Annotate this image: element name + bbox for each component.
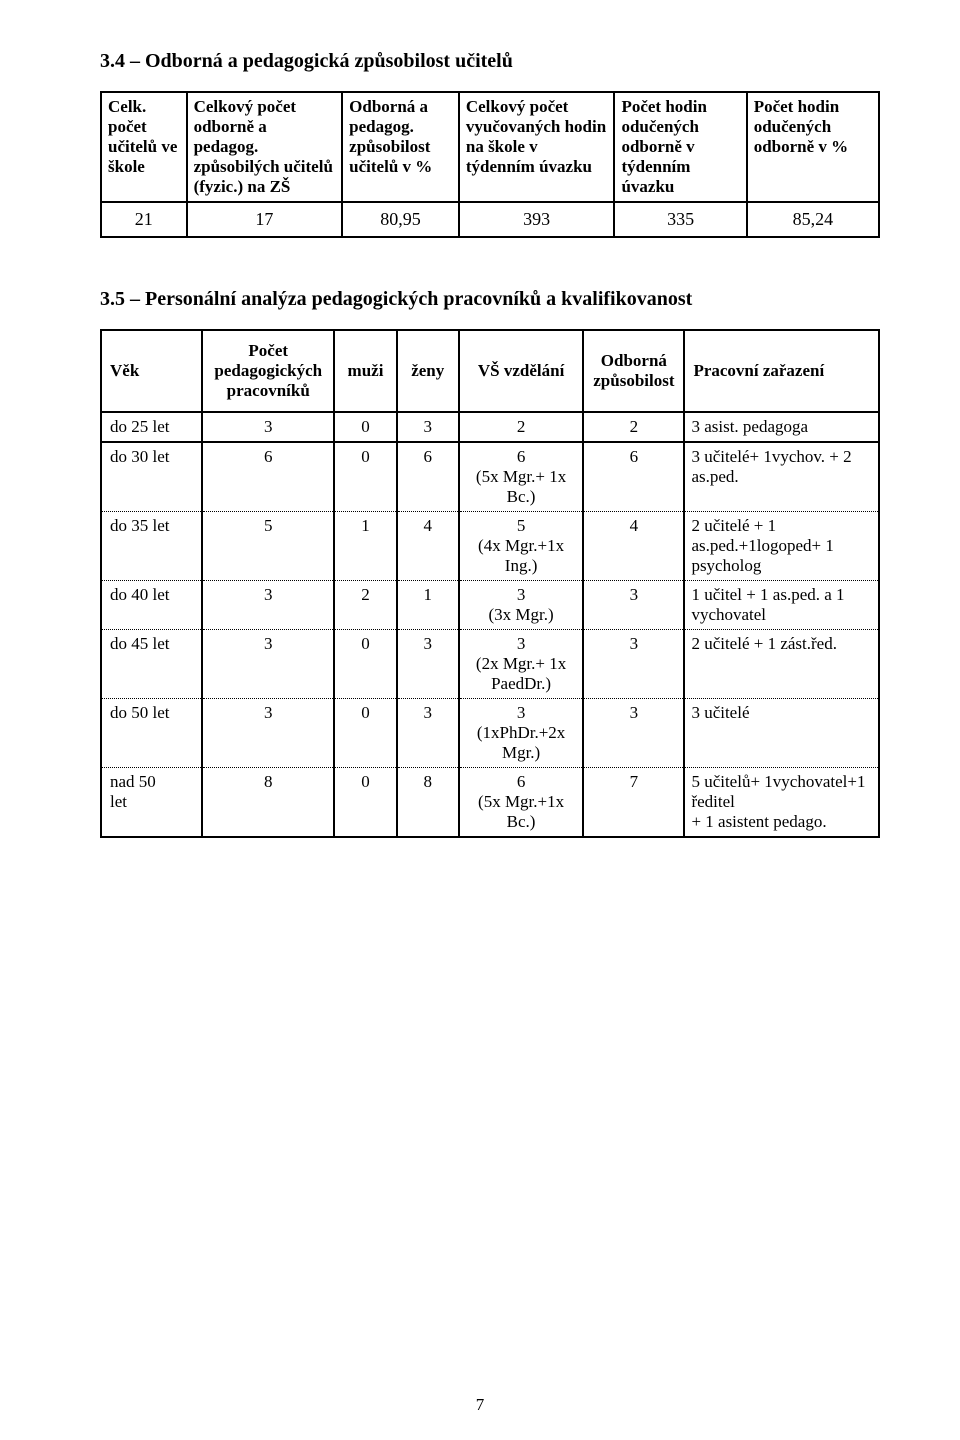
cell-qual: 3 [583,630,684,699]
personnel-row: do 40 let 3 2 1 3 (3x Mgr.) 3 1 učitel +… [101,581,879,630]
cell-edu: 6 (5x Mgr.+1x Bc.) [459,768,583,838]
col-edu: VŠ vzdělání [459,330,583,412]
col-qual: Odborná způsobilost [583,330,684,412]
personnel-row: do 50 let 3 0 3 3 (1xPhDr.+2x Mgr.) 3 3 … [101,699,879,768]
cell-men: 0 [334,412,396,442]
cell-men: 2 [334,581,396,630]
cell: 335 [614,202,746,237]
cell-qual: 4 [583,512,684,581]
cell-edu: 6 (5x Mgr.+ 1x Bc.) [459,442,583,512]
cell-qual: 6 [583,442,684,512]
cell-edu: 5 (4x Mgr.+1x Ing.) [459,512,583,581]
cell-work: 3 asist. pedagoga [684,412,879,442]
cell: 80,95 [342,202,459,237]
personnel-row: do 25 let 3 0 3 2 2 3 asist. pedagoga [101,412,879,442]
cell-count: 6 [202,442,334,512]
personnel-row: nad 50 let 8 0 8 6 (5x Mgr.+1x Bc.) 7 5 … [101,768,879,838]
cell-edu: 3 (3x Mgr.) [459,581,583,630]
cell-work: 2 učitelé + 1 as.ped.+1logoped+ 1 psycho… [684,512,879,581]
cell: 393 [459,202,615,237]
cell-edu: 3 (1xPhDr.+2x Mgr.) [459,699,583,768]
cell-men: 0 [334,442,396,512]
col-work: Pracovní zařazení [684,330,879,412]
col-header: Celkový počet odborně a pedagog. způsobi… [187,92,343,202]
personnel-table: Věk Počet pedagogických pracovníků muži … [100,329,880,838]
cell-work: 2 učitelé + 1 zást.řed. [684,630,879,699]
cell: 17 [187,202,343,237]
cell-qual: 2 [583,412,684,442]
col-men: muži [334,330,396,412]
col-header: Celkový počet vyučovaných hodin na škole… [459,92,615,202]
cell: 85,24 [747,202,879,237]
cell-count: 3 [202,581,334,630]
cell-count: 3 [202,699,334,768]
cell-qual: 7 [583,768,684,838]
cell-age: do 25 let [101,412,202,442]
cell-work: 3 učitelé [684,699,879,768]
col-women: ženy [397,330,459,412]
cell-men: 1 [334,512,396,581]
cell-age: do 30 let [101,442,202,512]
cell-women: 4 [397,512,459,581]
cell-edu: 2 [459,412,583,442]
cell-count: 8 [202,768,334,838]
cell-age: do 40 let [101,581,202,630]
cell-count: 3 [202,630,334,699]
section-3-5-title: 3.5 – Personální analýza pedagogických p… [100,288,880,311]
document-page: 3.4 – Odborná a pedagogická způsobilost … [0,0,960,1440]
cell-work: 5 učitelů+ 1vychovatel+1 ředitel + 1 asi… [684,768,879,838]
cell-work: 1 učitel + 1 as.ped. a 1 vychovatel [684,581,879,630]
cell: 21 [101,202,187,237]
cell-women: 8 [397,768,459,838]
cell-count: 3 [202,412,334,442]
cell-women: 6 [397,442,459,512]
col-header: Odborná a pedagog. způsobilost učitelů v… [342,92,459,202]
cell-women: 1 [397,581,459,630]
col-count: Počet pedagogických pracovníků [202,330,334,412]
personnel-row: do 30 let 6 0 6 6 (5x Mgr.+ 1x Bc.) 6 3 … [101,442,879,512]
personnel-row: do 45 let 3 0 3 3 (2x Mgr.+ 1x PaedDr.) … [101,630,879,699]
cell-count: 5 [202,512,334,581]
competence-table-header-row: Celk. počet učitelů ve škole Celkový poč… [101,92,879,202]
competence-table-data-row: 21 17 80,95 393 335 85,24 [101,202,879,237]
col-header: Celk. počet učitelů ve škole [101,92,187,202]
cell-women: 3 [397,412,459,442]
cell-men: 0 [334,699,396,768]
competence-table: Celk. počet učitelů ve škole Celkový poč… [100,91,880,238]
personnel-header-row: Věk Počet pedagogických pracovníků muži … [101,330,879,412]
cell-edu: 3 (2x Mgr.+ 1x PaedDr.) [459,630,583,699]
col-header: Počet hodin odučených odborně v týdenním… [614,92,746,202]
cell-men: 0 [334,768,396,838]
cell-age: nad 50 let [101,768,202,838]
page-number: 7 [0,1395,960,1415]
cell-women: 3 [397,699,459,768]
cell-age: do 45 let [101,630,202,699]
personnel-row: do 35 let 5 1 4 5 (4x Mgr.+1x Ing.) 4 2 … [101,512,879,581]
cell-age: do 50 let [101,699,202,768]
col-header: Počet hodin odučených odborně v % [747,92,879,202]
cell-women: 3 [397,630,459,699]
section-3-4-title: 3.4 – Odborná a pedagogická způsobilost … [100,50,880,73]
cell-men: 0 [334,630,396,699]
cell-qual: 3 [583,699,684,768]
col-age: Věk [101,330,202,412]
cell-qual: 3 [583,581,684,630]
cell-age: do 35 let [101,512,202,581]
cell-work: 3 učitelé+ 1vychov. + 2 as.ped. [684,442,879,512]
